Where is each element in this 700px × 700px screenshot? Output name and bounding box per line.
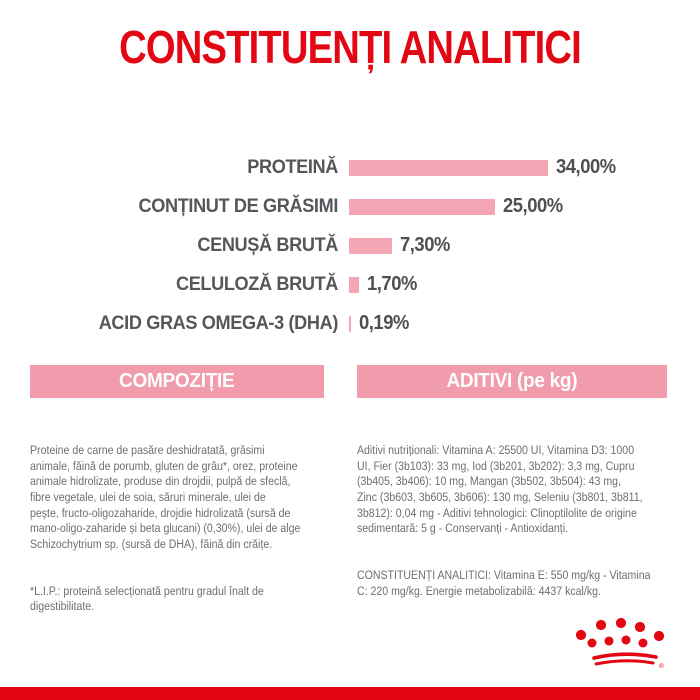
chart-row: ACID GRAS OMEGA-3 (DHA) 0,19%	[0, 304, 700, 343]
chart-row: CONȚINUT DE GRĂSIMI 25,00%	[0, 187, 700, 226]
chart-row: CELULOZĂ BRUTĂ 1,70%	[0, 265, 700, 304]
analytical-constituents-note: CONSTITUENȚI ANALITICI: Vitamina E: 550 …	[357, 567, 651, 598]
chart-value-label: 25,00%	[503, 195, 563, 217]
chart-category-label: CENUȘĂ BRUTĂ	[197, 234, 338, 256]
chart-bar	[349, 315, 351, 332]
chart-bar	[349, 159, 548, 176]
composition-section-header: COMPOZIȚIE	[30, 365, 324, 398]
chart-bar	[349, 237, 392, 254]
registered-trademark-symbol: ®	[659, 662, 664, 670]
additives-body-text: Aditivi nutriționali: Vitamina A: 25500 …	[357, 443, 643, 536]
chart-bar	[349, 276, 359, 293]
chart-row: CENUȘĂ BRUTĂ 7,30%	[0, 226, 700, 265]
composition-text-column: Proteine de carne de pasăre deshidratată…	[30, 412, 300, 630]
page-title: CONSTITUENȚI ANALITICI	[119, 21, 582, 73]
chart-category-label: ACID GRAS OMEGA-3 (DHA)	[98, 312, 339, 334]
chart-category-label: PROTEINĂ	[247, 156, 338, 178]
composition-header-label: COMPOZIȚIE	[119, 370, 235, 392]
additives-section-header: ADITIVI (pe kg)	[357, 365, 667, 398]
chart-category-label: CELULOZĂ BRUTĂ	[175, 273, 338, 295]
chart-bar	[349, 198, 496, 215]
analytical-constituents-bar-chart: PROTEINĂ 34,00% CONȚINUT DE GRĂSIMI 25,00% C…	[0, 148, 700, 343]
chart-row: PROTEINĂ 34,00%	[0, 148, 700, 187]
chart-value-label: 7,30%	[399, 234, 450, 256]
chart-category-label: CONȚINUT DE GRĂSIMI	[138, 195, 339, 217]
chart-value-label: 1,70%	[366, 273, 417, 295]
crown-icon: ®	[575, 617, 665, 670]
additives-header-label: ADITIVI (pe kg)	[446, 370, 578, 392]
chart-value-label: 0,19%	[358, 312, 409, 334]
chart-value-label: 34,00%	[556, 156, 616, 178]
royal-canin-crown-logo: ®	[574, 614, 666, 672]
composition-lip-note: *L.I.P.: proteină selecționată pentru gr…	[30, 583, 264, 614]
additives-text-column: Aditivi nutriționali: Vitamina A: 25500 …	[357, 412, 650, 615]
brand-red-footer-bar	[0, 687, 700, 700]
composition-body-text: Proteine de carne de pasăre deshidratată…	[30, 443, 301, 551]
